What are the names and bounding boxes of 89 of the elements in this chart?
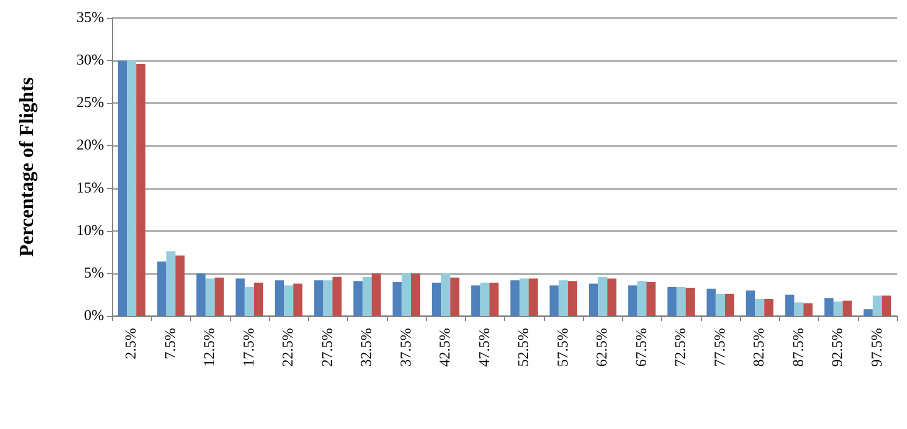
bar [568,281,578,316]
bar [254,282,264,316]
x-tick-label: 2.5% [124,328,140,360]
bar [598,276,608,316]
bar [746,290,756,316]
bar [686,288,695,316]
bar [196,273,206,316]
bar [372,273,381,316]
bar [510,280,520,316]
bar [118,60,128,316]
x-tick-label: 32.5% [359,328,376,367]
bar [803,303,813,316]
bar [362,276,372,316]
bar [794,302,804,316]
bar [157,262,166,316]
bar [392,282,402,316]
bar [175,256,185,316]
x-tick-label: 7.5% [162,328,179,360]
bar [206,278,215,316]
x-tick-label: 52.5% [516,328,532,367]
bar [244,287,254,316]
bar [214,278,224,316]
bar [607,278,616,316]
bar [676,287,686,316]
bar [785,294,794,316]
bar [724,294,734,316]
bar [332,276,342,316]
bar [755,298,764,316]
bar [716,294,725,316]
bar [528,278,538,316]
bar [489,282,499,316]
y-tick-label: 20% [76,138,104,154]
x-tick-label: 17.5% [241,328,258,367]
y-tick-label: 25% [76,95,104,112]
bar [550,285,559,316]
bar [323,280,332,316]
x-tick-label: 42.5% [438,328,454,367]
x-tick-label: 92.5% [830,328,846,367]
x-tick-label: 57.5% [555,328,572,367]
bar [450,278,460,316]
y-tick-label: 15% [76,180,104,196]
bar [824,298,834,316]
bar [764,298,774,316]
bar [353,281,363,316]
x-tick-label: 12.5% [202,328,218,367]
bar [558,280,568,316]
x-tick-label: 27.5% [320,328,336,367]
bar [136,64,146,316]
bar [834,302,843,316]
bar [274,280,284,316]
bar [410,273,420,316]
bar [842,300,852,316]
bar [127,60,136,316]
bar [236,278,245,316]
bar [628,285,638,316]
bar [872,296,882,316]
bar [706,288,716,316]
x-tick-label: 67.5% [634,328,650,367]
x-tick-label: 37.5% [398,328,414,367]
y-tick-label: 5% [84,265,104,282]
x-tick-label: 47.5% [476,328,493,367]
bar [402,273,411,316]
y-tick-label: 35% [76,10,104,26]
y-tick-label: 0% [84,308,104,324]
y-tick-label: 30% [76,52,104,69]
x-tick-label: 87.5% [790,328,807,367]
x-tick-label: 97.5% [869,328,886,367]
bar [166,251,176,316]
bar [441,273,450,316]
bar [882,296,892,316]
bar [637,281,646,316]
y-tick-label: 10% [76,222,104,239]
x-tick-label: 22.5% [280,328,297,367]
bar [646,282,656,316]
x-tick-label: 82.5% [752,328,768,367]
bar [314,280,324,316]
bar [293,284,302,316]
bar [471,285,480,316]
x-tick-label: 72.5% [673,328,690,367]
x-tick-label: 77.5% [712,328,728,367]
bar [667,287,677,316]
x-tick-label: 62.5% [594,328,611,367]
y-axis-title: Percentage of Flights [16,77,38,257]
bar [432,282,442,316]
bar [520,278,529,316]
bar [588,284,598,316]
bar [480,282,490,316]
bar [284,285,294,316]
bar [864,309,873,316]
